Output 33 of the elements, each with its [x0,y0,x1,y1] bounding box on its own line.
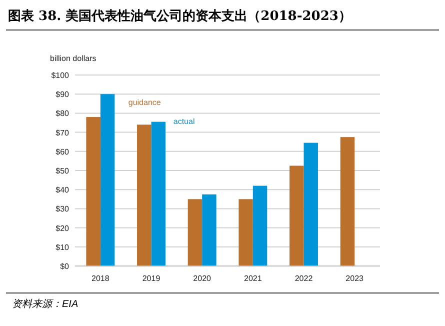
bar [252,186,268,266]
text: 资料来源：EIA [12,298,78,310]
bar [340,137,355,266]
y-tick-label: $10 [56,242,70,252]
y-tick-label: $60 [56,147,70,156]
bar [137,124,152,266]
bar [151,122,166,266]
bar [304,142,318,266]
x-tick-label: 2019 [142,274,161,283]
y-tick-label: $70 [56,128,70,138]
bar [290,166,304,266]
chart-title: 图表 38. 美国代表性油气公司的资本支出（2018-2023） [8,8,352,24]
bar [86,117,100,266]
y-tick-label: $50 [56,166,70,176]
x-tick-label: 2020 [193,274,212,283]
x-tick-label: 2018 [92,274,110,283]
x-tick-label: 2022 [294,274,314,283]
y-tick-label: $40 [56,186,70,195]
y-tick-label: $90 [56,90,70,100]
y-tick-label: $80 [56,109,70,118]
y-tick-label: $20 [56,224,70,233]
bar [202,194,216,266]
y-tick-label: $100 [51,71,70,80]
series-label: actual [173,117,195,126]
bar [100,94,115,266]
bar [238,199,253,266]
bar [188,199,202,266]
y-tick-label: $30 [56,204,70,214]
y-tick-label: $0 [60,262,70,271]
x-tick-label: 2021 [244,274,262,283]
x-tick-label: 2023 [346,274,364,283]
y-axis-title: billion dollars [50,54,96,63]
text: guidance [128,98,162,107]
